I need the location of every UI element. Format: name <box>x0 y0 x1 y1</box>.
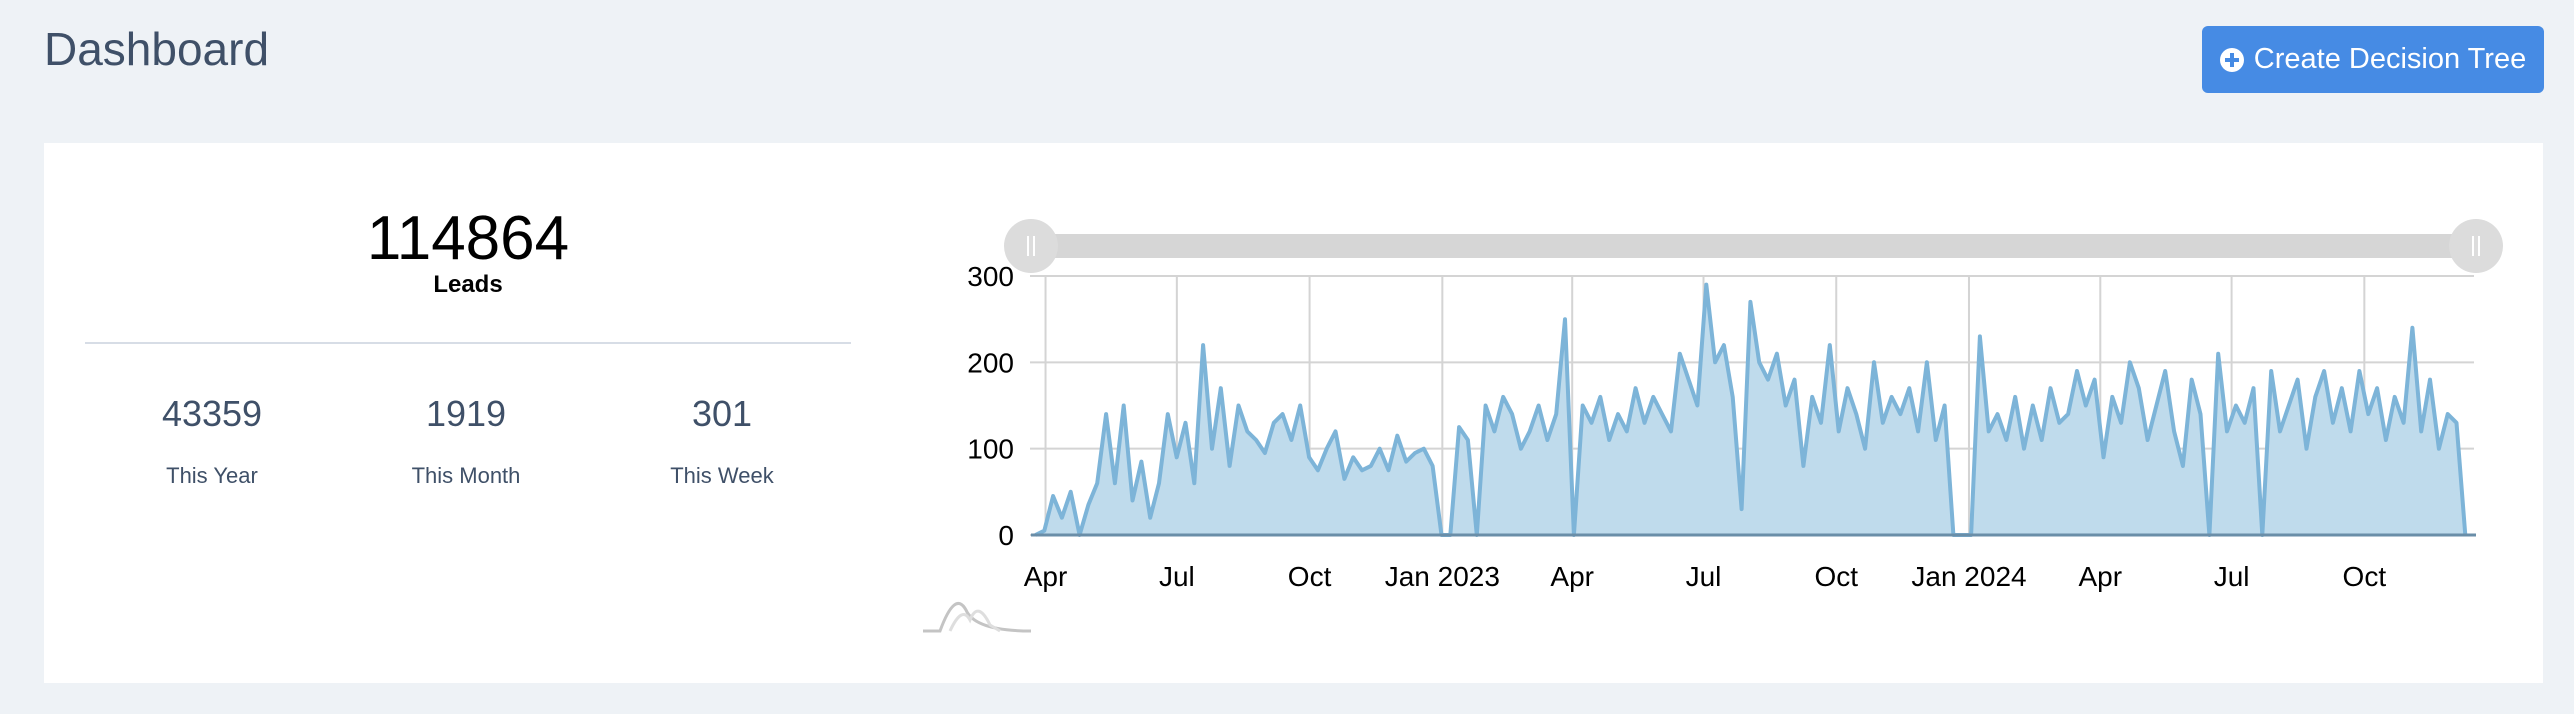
x-tick-label: Oct <box>2343 561 2387 592</box>
x-tick-label: Jan 2024 <box>1911 561 2026 592</box>
x-tick-label: Jul <box>1159 561 1195 592</box>
x-tick-label: Jan 2023 <box>1385 561 1500 592</box>
range-slider-left-handle[interactable] <box>1004 219 1058 273</box>
x-tick-label: Apr <box>1024 561 1068 592</box>
y-tick-label: 200 <box>967 347 1014 378</box>
stat-label: This Month <box>411 463 521 488</box>
range-slider-track[interactable] <box>1031 234 2476 258</box>
stat-value: 1919 <box>425 393 507 434</box>
y-tick-label: 0 <box>998 520 1014 551</box>
series-area <box>1035 284 2466 535</box>
range-slider-right-handle[interactable] <box>2449 219 2503 273</box>
total-leads-value: 114864 <box>366 204 570 273</box>
x-tick-label: Jul <box>2214 561 2250 592</box>
x-tick-label: Oct <box>1288 561 1332 592</box>
stat-value: 301 <box>691 393 753 434</box>
page-title: Dashboard <box>44 23 270 75</box>
divider <box>85 342 851 344</box>
total-leads-label: Leads <box>433 271 503 298</box>
series-line <box>1034 282 2468 537</box>
chart-type-toggle-icon[interactable] <box>923 602 1032 633</box>
x-tick-label: Jul <box>1686 561 1722 592</box>
stat-value: 43359 <box>161 393 263 434</box>
stat-label: This Week <box>670 463 774 488</box>
y-tick-label: 100 <box>967 434 1014 465</box>
plus-circle-icon <box>2219 47 2244 72</box>
create-decision-tree-label: Create Decision Tree <box>2253 43 2527 75</box>
x-tick-label: Apr <box>2079 561 2123 592</box>
stat-label: This Year <box>166 463 258 488</box>
x-tick-label: Apr <box>1550 561 1594 592</box>
create-decision-tree-button[interactable]: Create Decision Tree <box>2202 26 2544 93</box>
x-tick-label: Oct <box>1814 561 1858 592</box>
y-tick-label: 300 <box>967 261 1014 292</box>
